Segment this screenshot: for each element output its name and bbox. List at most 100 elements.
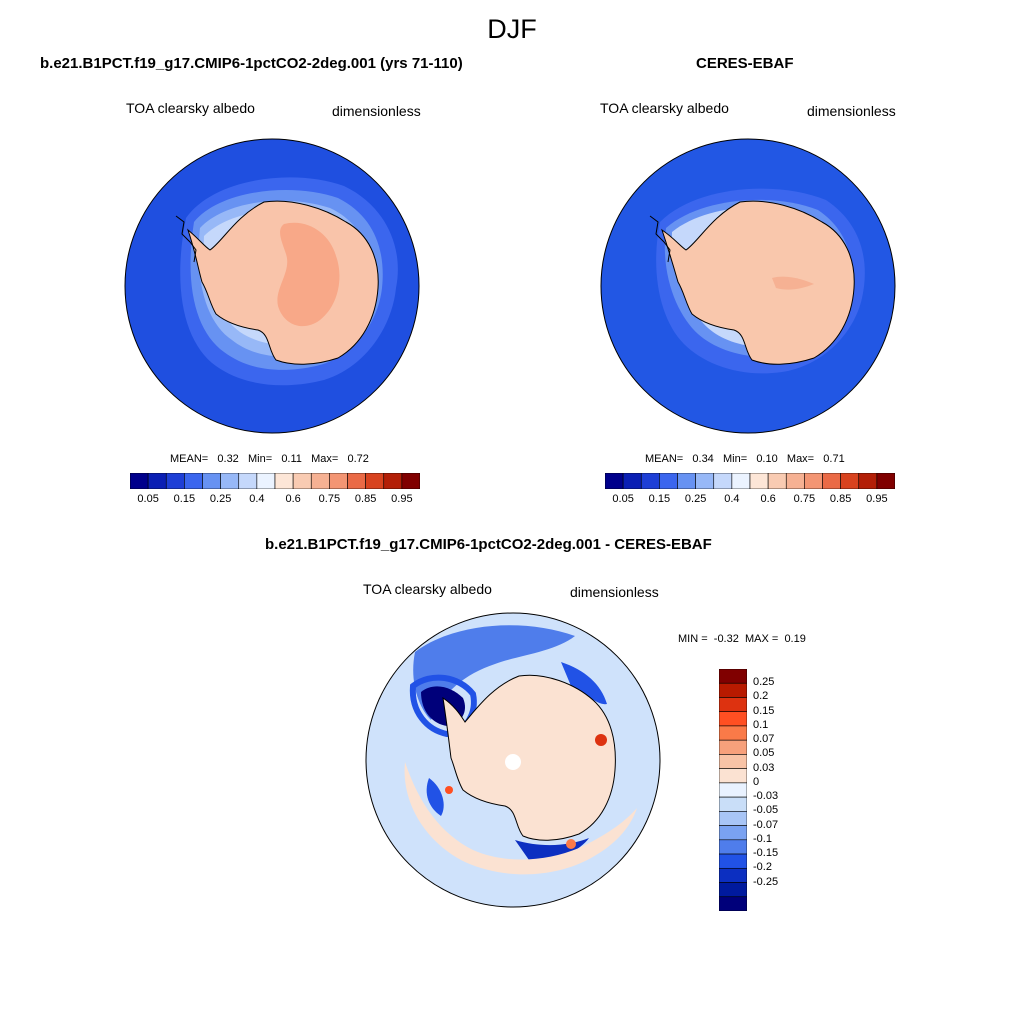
colorbar-tick-label: 0.95 <box>391 493 413 505</box>
colorbar-tick-label: 0.05 <box>753 747 775 760</box>
difference-var-label: TOA clearsky albedo <box>363 581 492 597</box>
map-difference <box>365 612 661 908</box>
colorbar-tick-label: 0.85 <box>829 493 852 505</box>
colorbar-swatch <box>274 473 294 489</box>
colorbar-swatch <box>329 473 348 489</box>
peninsula-coast <box>175 215 197 263</box>
colorbar-swatch <box>719 882 747 898</box>
negative-anomaly-east <box>561 662 607 705</box>
colorbar-swatch <box>220 473 240 489</box>
colorbar-tick-label: -0.25 <box>753 875 779 888</box>
colorbar-tick-label: -0.07 <box>753 818 779 831</box>
antarctica <box>442 674 616 841</box>
mean-value: 0.34 <box>692 453 714 465</box>
difference-units: dimensionless <box>570 584 659 600</box>
colorbar-swatch <box>238 473 258 489</box>
colorbar-swatch <box>165 473 185 489</box>
panel-2-title: CERES-EBAF <box>696 55 794 72</box>
colorbar-tick-label: 0.25 <box>753 676 775 689</box>
colorbar-swatch <box>858 473 878 489</box>
negative-anomaly-west <box>426 778 444 816</box>
colorbar-swatch <box>202 473 221 489</box>
pole-hole <box>505 754 521 770</box>
colorbar-swatch <box>719 697 747 713</box>
difference-title: b.e21.B1PCT.f19_g17.CMIP6-1pctCO2-2deg.0… <box>265 536 712 553</box>
colorbar-swatch <box>695 473 715 489</box>
positive-anomaly-west <box>445 786 453 794</box>
colorbar-swatch <box>719 739 747 755</box>
colorbar-tick-label: 0.25 <box>209 493 232 505</box>
colorbar-tick-label: 0.6 <box>760 493 776 505</box>
min-label: Min= <box>722 453 748 465</box>
colorbar-swatch <box>256 473 276 489</box>
min-value: 0.10 <box>756 453 778 465</box>
colorbar-swatch <box>767 473 787 489</box>
colorbar-swatch <box>731 473 751 489</box>
colorbar-swatch <box>822 473 841 489</box>
panel-1-stats: MEAN= 0.32 Min= 0.11 Max= 0.72 <box>170 453 369 465</box>
difference-stats: MIN = -0.32 MAX = 0.19 <box>678 633 806 645</box>
antarctica-ice <box>661 200 855 365</box>
colorbar-swatch <box>749 473 769 489</box>
colorbar-swatch <box>659 473 678 489</box>
peninsula-coast <box>649 215 671 263</box>
colorbar-tick-label: 0.6 <box>285 493 301 505</box>
mean-value: 0.32 <box>217 453 239 465</box>
colorbar-swatch <box>713 473 733 489</box>
colorbar-tick-label: 0.03 <box>753 761 775 774</box>
colorbar-swatch <box>147 473 167 489</box>
colorbar-tick-label: -0.1 <box>753 832 772 845</box>
panel-2-var-label: TOA clearsky albedo <box>600 100 729 116</box>
colorbar-tick-label: -0.03 <box>753 790 779 803</box>
max-label: Max= <box>311 453 339 465</box>
colorbar-tick-label: 0.25 <box>684 493 707 505</box>
colorbar-observations <box>605 473 895 489</box>
colorbar-swatch <box>719 768 747 784</box>
colorbar-tick-label: 0.75 <box>793 493 816 505</box>
min-label: Min= <box>247 453 273 465</box>
colorbar-swatch <box>184 473 203 489</box>
colorbar-swatch <box>365 473 385 489</box>
panel-2-units: dimensionless <box>807 103 896 119</box>
colorbar-swatch <box>719 825 747 841</box>
colorbar-swatch <box>640 473 660 489</box>
colorbar-swatch <box>719 796 747 812</box>
colorbar-swatch <box>719 896 747 911</box>
positive-anomaly-ring <box>404 762 637 875</box>
interior-patch <box>772 276 814 290</box>
min-value: 0.11 <box>281 453 302 465</box>
colorbar-swatch <box>622 473 642 489</box>
positive-anomaly-east <box>595 734 607 746</box>
colorbar-swatch <box>719 754 747 769</box>
colorbar-tick-label: 0.07 <box>753 733 775 746</box>
antarctica-interior <box>277 222 340 327</box>
colorbar-tick-label: 0.1 <box>753 718 769 731</box>
colorbar-tick-label: -0.05 <box>753 804 779 817</box>
colorbar-tick-label: 0.75 <box>318 493 341 505</box>
colorbar-swatch <box>719 867 747 883</box>
colorbar-tick-label: 0.85 <box>354 493 377 505</box>
colorbar-swatch <box>719 839 747 855</box>
colorbar-swatch <box>605 473 624 489</box>
colorbar-swatch <box>719 669 747 684</box>
map-observations <box>600 138 896 434</box>
panel-1-title: b.e21.B1PCT.f19_g17.CMIP6-1pctCO2-2deg.0… <box>40 55 463 72</box>
colorbar-swatch <box>292 473 312 489</box>
colorbar-swatch <box>876 473 895 489</box>
colorbar-swatch <box>677 473 696 489</box>
colorbar-swatch <box>804 473 823 489</box>
colorbar-tick-label: 0.15 <box>648 493 671 505</box>
colorbar-tick-label: 0.4 <box>249 493 265 505</box>
mean-label: MEAN= <box>645 453 684 465</box>
colorbar-swatch <box>719 682 747 698</box>
colorbar-swatch <box>719 811 747 826</box>
panel-1-units: dimensionless <box>332 103 421 119</box>
max-value: 0.19 <box>784 633 806 645</box>
min-label: MIN = <box>678 633 708 645</box>
map-model <box>124 138 420 434</box>
colorbar-swatch <box>719 725 747 741</box>
colorbar-swatch <box>383 473 403 489</box>
max-value: 0.72 <box>347 453 369 465</box>
colorbar-tick-label: 0.05 <box>612 493 634 505</box>
colorbar-swatch <box>840 473 860 489</box>
